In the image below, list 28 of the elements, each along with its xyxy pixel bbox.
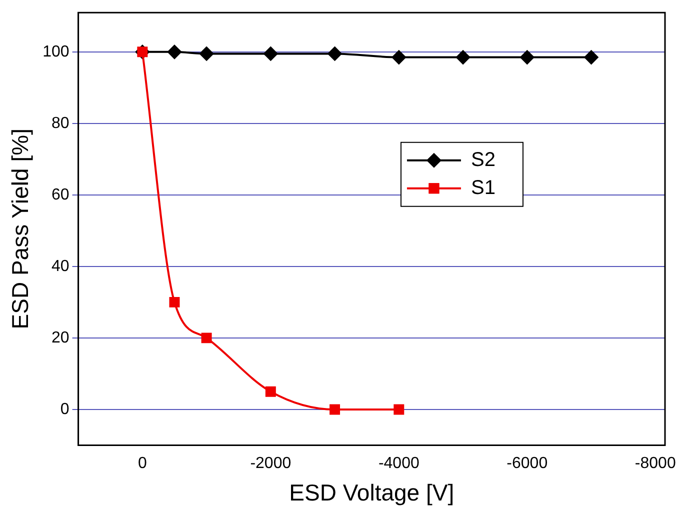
point	[456, 50, 470, 64]
y-axis-title: ESD Pass Yield [%]	[7, 128, 34, 330]
x-tick-label: -4000	[378, 455, 420, 472]
point	[392, 50, 406, 64]
point	[167, 44, 182, 59]
y-tick-label: 0	[60, 400, 70, 418]
legend-label: S1	[470, 176, 496, 199]
x-tick-label: -2000	[250, 455, 292, 472]
y-tick-label: 80	[52, 114, 70, 132]
point	[394, 404, 404, 415]
x-tick-label: 0	[138, 455, 147, 472]
y-tick-label: 100	[42, 43, 70, 60]
y-tick-label: 60	[52, 186, 70, 204]
point	[584, 50, 598, 64]
point	[265, 386, 276, 397]
point	[330, 404, 340, 415]
x-tick-label: -6000	[506, 455, 548, 472]
point	[328, 46, 342, 61]
point	[169, 296, 180, 308]
x-tick-label: -8000	[634, 455, 676, 472]
y-tick-label: 40	[52, 258, 70, 275]
point	[520, 50, 534, 64]
point	[200, 46, 214, 61]
y-tick-label: 20	[52, 329, 70, 346]
legend-label: S2	[470, 148, 496, 171]
x-axis-title: ESD Voltage [V]	[289, 480, 454, 506]
point	[201, 332, 212, 344]
point	[264, 46, 278, 61]
